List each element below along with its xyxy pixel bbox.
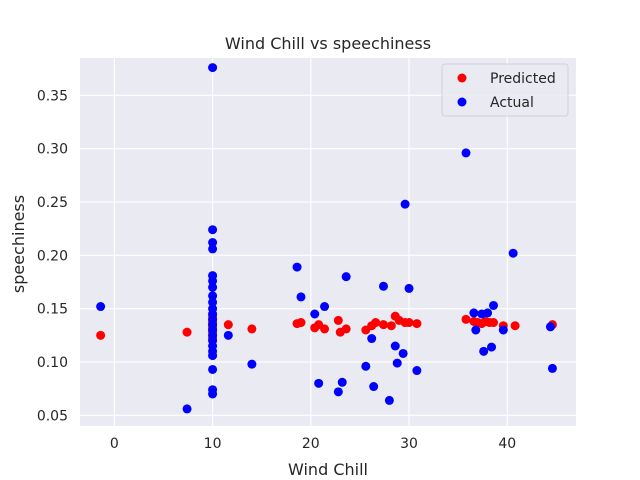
predicted-point (96, 330, 106, 340)
y-tick-label: 0.30 (37, 142, 68, 158)
actual-point (369, 382, 379, 392)
actual-point (208, 244, 218, 254)
predicted-point (223, 320, 233, 330)
plot-area (80, 58, 576, 426)
actual-point (208, 351, 218, 361)
y-tick-label: 0.15 (37, 302, 68, 318)
actual-point (479, 346, 489, 356)
predicted-point (333, 315, 343, 325)
actual-point (247, 359, 257, 369)
actual-point (367, 334, 377, 344)
actual-point (337, 377, 347, 387)
actual-point (208, 389, 218, 399)
actual-point (488, 300, 498, 310)
x-tick-label: 20 (302, 436, 320, 452)
y-tick-label: 0.25 (37, 195, 68, 211)
y-tick-label: 0.10 (37, 355, 68, 371)
predicted-point (371, 318, 381, 328)
legend: Predicted Actual (441, 63, 569, 117)
actual-point (400, 199, 410, 209)
predicted-point (386, 321, 396, 331)
actual-point (404, 283, 414, 293)
actual-point (471, 325, 481, 335)
legend-label-predicted: Predicted (490, 71, 556, 87)
predicted-point (378, 320, 388, 330)
actual-point (384, 395, 394, 405)
actual-point (96, 302, 106, 312)
actual-point (208, 63, 218, 73)
y-tick-label: 0.20 (37, 248, 68, 264)
actual-point (333, 387, 343, 397)
actual-point (547, 363, 557, 373)
actual-point (208, 291, 218, 301)
actual-point (208, 282, 218, 292)
actual-point (314, 378, 324, 388)
x-tick-label: 40 (498, 436, 516, 452)
actual-point (508, 248, 518, 258)
legend-label-actual: Actual (490, 95, 534, 111)
actual-point (208, 276, 218, 286)
actual-point (341, 272, 351, 282)
predicted-point (412, 319, 422, 329)
legend-marker-predicted (457, 73, 467, 83)
actual-point (208, 364, 218, 374)
x-tick-label: 0 (110, 436, 119, 452)
actual-point (208, 297, 218, 307)
predicted-point (296, 318, 306, 328)
actual-point (487, 342, 497, 352)
actual-point (392, 358, 402, 368)
actual-point (483, 308, 493, 318)
actual-point (208, 225, 218, 235)
chart-title: Wind Chill vs speechiness (225, 34, 431, 53)
actual-point (398, 348, 408, 358)
y-axis-label: speechiness (9, 195, 28, 293)
legend-box (441, 63, 569, 117)
actual-point (296, 292, 306, 302)
actual-point (412, 366, 422, 376)
actual-point (378, 281, 388, 291)
actual-point (320, 302, 330, 312)
predicted-point (182, 327, 192, 337)
predicted-point (247, 324, 257, 334)
predicted-point (404, 318, 414, 328)
actual-point (469, 308, 479, 318)
actual-point (182, 404, 192, 414)
x-tick-label: 30 (400, 436, 418, 452)
actual-point (223, 330, 233, 340)
predicted-point (510, 321, 520, 331)
actual-point (498, 325, 508, 335)
actual-point (361, 361, 371, 371)
legend-marker-actual (457, 97, 467, 107)
actual-point (310, 309, 320, 319)
predicted-point (320, 324, 330, 334)
y-tick-label: 0.05 (37, 408, 68, 424)
x-tick-label: 10 (204, 436, 222, 452)
predicted-point (341, 324, 351, 334)
actual-point (292, 262, 302, 272)
series-actual (96, 63, 557, 414)
data-points (96, 63, 557, 414)
y-tick-label: 0.35 (37, 88, 68, 104)
actual-point (545, 322, 555, 332)
tick-labels: 0 10 20 30 40 0.05 0.10 0.15 0.20 0.25 0.30 0.35 (37, 88, 516, 452)
predicted-point (461, 314, 471, 324)
actual-point (390, 341, 400, 351)
actual-point (461, 148, 471, 158)
x-axis-label: Wind Chill (288, 460, 368, 479)
actual-point (208, 238, 218, 248)
predicted-point (488, 318, 498, 328)
